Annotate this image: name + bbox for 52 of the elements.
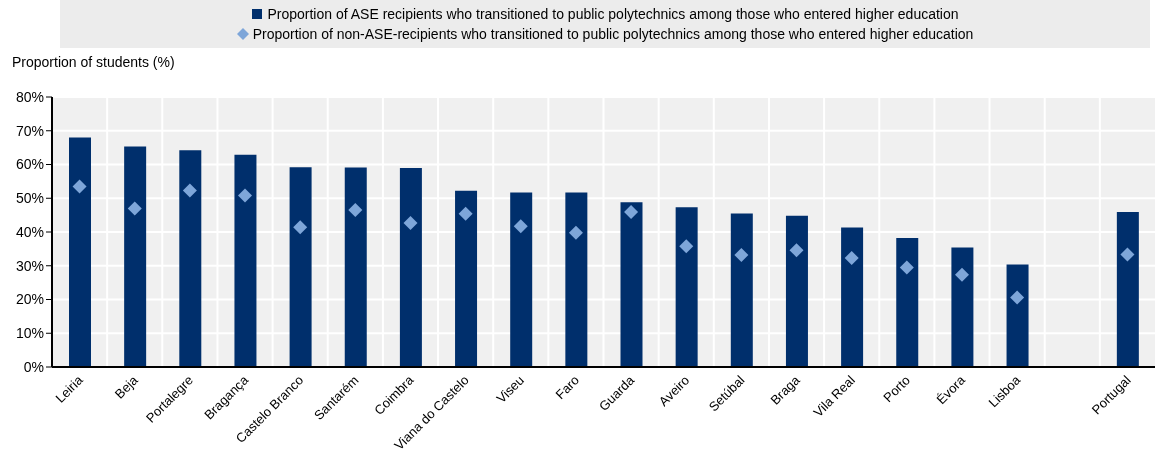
- point: [734, 247, 749, 262]
- point: [844, 250, 859, 265]
- point: [954, 267, 969, 282]
- y-tick-label: 60%: [15, 156, 44, 173]
- y-axis-title: Proportion of students (%): [11, 53, 176, 72]
- bar: [69, 137, 91, 367]
- point: [1120, 247, 1135, 262]
- bar: [951, 247, 974, 367]
- point: [293, 220, 308, 235]
- bar: [344, 167, 367, 367]
- point: [348, 203, 363, 218]
- y-tick-label: 50%: [15, 190, 44, 207]
- point: [72, 179, 87, 194]
- bar: [1116, 212, 1139, 367]
- point: [1010, 290, 1025, 305]
- bar: [399, 167, 422, 367]
- legend-label: Proportion of ASE recipients who transitioned to public polytechnics among those who entered higher education: [267, 5, 959, 24]
- y-tick-label: 70%: [15, 122, 44, 139]
- point: [568, 225, 583, 240]
- y-tick-label: 40%: [15, 223, 44, 240]
- point: [403, 215, 418, 230]
- bar: [289, 167, 312, 367]
- y-tick-label: 20%: [15, 291, 44, 308]
- x-tick-label: Beja: [111, 371, 142, 402]
- bar: [179, 150, 202, 367]
- point: [182, 183, 197, 198]
- y-tick-label: 0%: [23, 358, 44, 375]
- bar: [565, 192, 588, 367]
- bar: [785, 215, 808, 367]
- bar: [675, 207, 698, 367]
- point: [624, 205, 639, 220]
- bar: [620, 202, 643, 367]
- point: [679, 239, 694, 254]
- bar: [896, 238, 919, 367]
- y-tick-label: 30%: [15, 257, 44, 274]
- point: [789, 243, 804, 258]
- bar: [455, 190, 478, 367]
- point: [238, 188, 253, 203]
- bar: [841, 227, 864, 367]
- point: [513, 219, 528, 234]
- bar: [1006, 264, 1029, 367]
- x-tick-label: Faro: [552, 372, 583, 403]
- bar: [124, 146, 147, 367]
- y-tick-label: 80%: [15, 88, 44, 105]
- bar: [730, 213, 753, 367]
- y-tick-label: 10%: [15, 325, 44, 342]
- bar: [510, 192, 533, 367]
- point: [899, 260, 914, 275]
- point: [127, 201, 142, 216]
- legend-label: Proportion of non-ASE-recipients who transitioned to public polytechnics among those who entered higher education: [252, 25, 974, 44]
- bar: [234, 154, 257, 367]
- point: [458, 206, 473, 221]
